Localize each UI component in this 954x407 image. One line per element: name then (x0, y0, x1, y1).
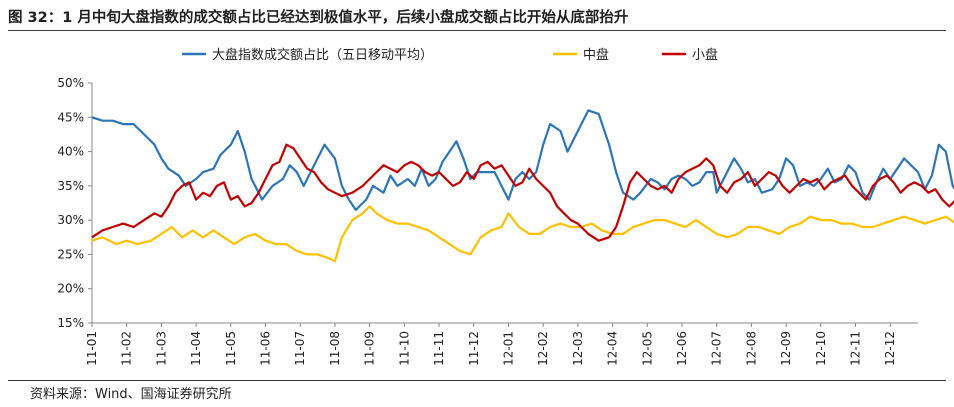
x-tick-label: 11-10 (397, 331, 411, 366)
legend-label-1: 大盘指数成交额占比（五日移动平均） (212, 47, 433, 63)
x-tick-label: 11-11 (432, 331, 446, 366)
x-tick-label: 12-09 (779, 331, 793, 366)
x-tick-label: 11-08 (328, 331, 342, 366)
series-line-2 (91, 205, 954, 263)
x-tick-label: 11-12 (467, 331, 481, 366)
x-tick-label: 12-07 (710, 331, 724, 366)
x-tick-label: 12-04 (606, 331, 620, 366)
x-tick-label: 12-01 (501, 331, 515, 366)
x-axis: 11-01 11-02 11-03 11-04 11-05 11-06 11-07 11-08… (85, 323, 897, 366)
x-tick-label: 11-05 (224, 331, 238, 366)
series-line-1 (91, 109, 954, 211)
y-axis: 15% 20% 25% 30% 35% 40% 45% 50% (57, 76, 92, 330)
y-tick-label: 25% (57, 247, 84, 261)
x-tick-label: 11-02 (120, 331, 134, 366)
y-tick-label: 15% (57, 316, 84, 330)
y-tick-label: 50% (57, 76, 84, 90)
x-tick-label: 12-02 (536, 331, 550, 366)
x-tick-label: 12-08 (744, 331, 758, 366)
x-tick-label: 11-04 (189, 331, 203, 366)
y-tick-label: 40% (57, 145, 84, 159)
legend-label-2: 中盘 (583, 47, 609, 63)
x-tick-label: 11-09 (363, 331, 377, 366)
x-tick-label: 11-06 (259, 331, 273, 366)
y-tick-label: 35% (57, 179, 84, 193)
x-tick-label: 11-03 (154, 331, 168, 366)
y-tick-label: 45% (57, 110, 84, 124)
y-tick-label: 30% (57, 213, 84, 227)
x-tick-label: 12-03 (571, 331, 585, 366)
x-tick-label: 12-11 (849, 331, 863, 366)
x-tick-label: 12-05 (640, 331, 654, 366)
x-tick-label: 12-06 (675, 331, 689, 366)
x-tick-label: 11-01 (85, 331, 99, 366)
source-note: 资料来源：Wind、国海证券研究所 (30, 387, 232, 402)
title-divider (8, 30, 946, 31)
chart-legend: 大盘指数成交额占比（五日移动平均） 中盘 小盘 (182, 47, 718, 63)
series-line-3 (91, 143, 954, 242)
x-tick-label: 11-07 (293, 331, 307, 366)
x-tick-label: 12-12 (883, 331, 897, 366)
x-tick-label: 12-10 (814, 331, 828, 366)
figure-title: 图 32：1 月中旬大盘指数的成交额占比已经达到极值水平，后续小盘成交额占比开始… (8, 10, 629, 26)
chart-series (91, 109, 954, 263)
source-divider (8, 380, 946, 381)
y-tick-label: 20% (57, 282, 84, 296)
legend-label-3: 小盘 (692, 47, 718, 63)
chart-frame (91, 83, 918, 324)
